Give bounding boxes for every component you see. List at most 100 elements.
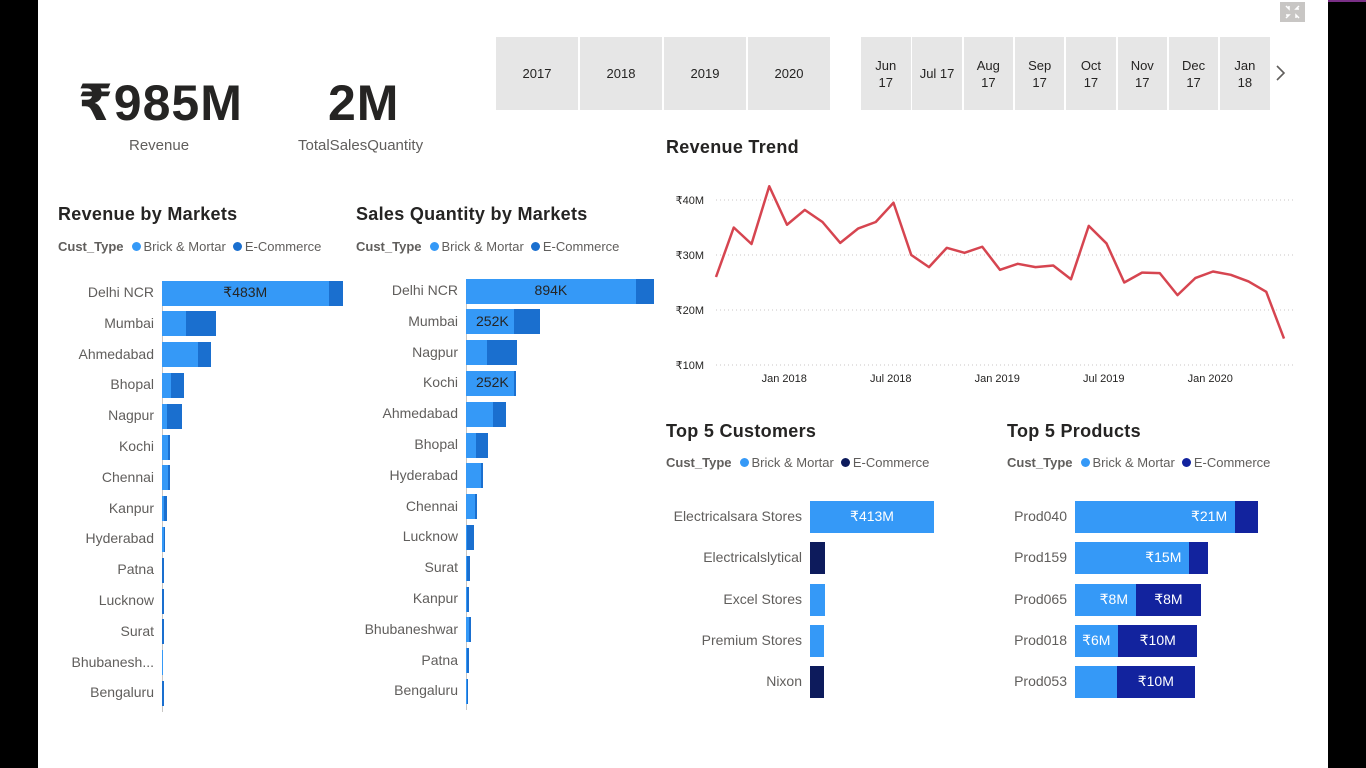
bar-e-commerce[interactable] [162, 619, 164, 645]
bar-e-commerce[interactable] [475, 494, 477, 520]
bar-brick-mortar[interactable] [810, 501, 934, 533]
top-products-title: Top 5 Products [1007, 421, 1141, 441]
bar-e-commerce[interactable] [513, 370, 516, 396]
bar-brick-mortar[interactable] [466, 309, 514, 335]
bar-brick-mortar[interactable] [466, 494, 476, 520]
bar-brick-mortar[interactable] [162, 372, 172, 398]
bar-e-commerce[interactable] [162, 588, 164, 614]
category-label: Nagpur [412, 343, 458, 360]
bar-e-commerce[interactable] [513, 309, 541, 335]
bar-brick-mortar[interactable] [466, 278, 636, 304]
bar-e-commerce[interactable] [163, 526, 166, 552]
bar-brick-mortar[interactable] [162, 496, 164, 522]
chevron-right-icon[interactable] [1274, 62, 1288, 84]
bar-e-commerce[interactable] [810, 542, 825, 575]
category-label: Surat [120, 622, 154, 639]
bar-brick-mortar[interactable] [466, 586, 467, 612]
bar-e-commerce[interactable] [198, 342, 211, 368]
bar-e-commerce[interactable] [481, 463, 483, 489]
legend-ecom-dot [1181, 458, 1191, 467]
bar-e-commerce[interactable] [185, 311, 217, 337]
bar-e-commerce[interactable] [466, 678, 469, 704]
bar-e-commerce[interactable] [168, 465, 170, 491]
bar-brick-mortar[interactable] [162, 434, 169, 460]
bar-brick-mortar[interactable] [466, 370, 514, 396]
month-tile[interactable]: Oct 17 [1066, 37, 1116, 110]
bar-brick-mortar[interactable] [466, 555, 467, 581]
bar-e-commerce[interactable] [466, 648, 469, 674]
bar-brick-mortar[interactable] [1075, 542, 1190, 575]
category-label: Kanpur [108, 499, 154, 516]
bar-e-commerce[interactable] [466, 555, 470, 581]
bar-brick-mortar[interactable] [466, 401, 493, 427]
bar-brick-mortar[interactable] [810, 583, 825, 616]
bar-brick-mortar[interactable] [466, 463, 482, 489]
month-tile[interactable]: Sep 17 [1014, 37, 1065, 110]
bar-e-commerce[interactable] [466, 524, 474, 550]
bar-brick-mortar[interactable] [162, 311, 186, 337]
year-tile-2020[interactable]: 2020 [748, 37, 830, 110]
month-tile[interactable]: Jul 17 [912, 37, 962, 110]
year-tile-2019[interactable]: 2019 [664, 37, 746, 110]
category-label: Lucknow [98, 592, 154, 608]
bar-e-commerce[interactable] [466, 586, 470, 612]
legend-brick-dot [1080, 458, 1090, 467]
bar-e-commerce[interactable] [1235, 501, 1258, 533]
bar-e-commerce[interactable] [1189, 542, 1209, 575]
bar-e-commerce[interactable] [163, 496, 167, 522]
bar-brick-mortar[interactable] [1075, 624, 1119, 657]
data-label: ₹10M [1137, 673, 1174, 690]
bar-e-commerce[interactable] [168, 434, 170, 460]
bar-e-commerce[interactable] [469, 617, 471, 643]
bar-brick-mortar[interactable] [162, 342, 199, 368]
year-tile-2017[interactable]: 2017 [496, 37, 578, 110]
bar-e-commerce[interactable] [810, 666, 825, 699]
bar-brick-mortar[interactable] [162, 465, 169, 491]
category-label: Hyderabad [85, 530, 155, 547]
bar-e-commerce[interactable] [162, 557, 164, 583]
month-tile[interactable]: Aug 17 [963, 37, 1014, 110]
bar-brick-mortar[interactable] [1075, 583, 1136, 616]
category-label: Ahmedabad [382, 405, 458, 422]
bar-brick-mortar[interactable] [162, 403, 168, 429]
bar-brick-mortar[interactable] [1075, 501, 1236, 533]
bar-brick-mortar[interactable] [466, 524, 467, 550]
bar-brick-mortar[interactable] [162, 650, 163, 676]
month-tile[interactable]: Jan 18 [1220, 37, 1270, 110]
data-label: ₹10M [1139, 631, 1176, 648]
bar-e-commerce[interactable] [1136, 583, 1201, 616]
month-tile[interactable]: Jun 17 [861, 37, 911, 110]
bar-brick-mortar[interactable] [466, 617, 470, 643]
bar-e-commerce[interactable] [162, 680, 164, 706]
bar-e-commerce[interactable] [171, 372, 184, 398]
bar-e-commerce[interactable] [492, 401, 506, 427]
bar-brick-mortar[interactable] [466, 432, 477, 458]
year-tile-2018[interactable]: 2018 [580, 37, 662, 110]
category-label: Kochi [118, 438, 154, 454]
focus-mode-icon[interactable] [1280, 2, 1305, 22]
legend-field: Cust_Type [356, 239, 422, 254]
bar-brick-mortar[interactable] [810, 624, 825, 657]
bar-e-commerce[interactable] [635, 278, 654, 304]
bar-e-commerce[interactable] [328, 280, 343, 306]
bar-brick-mortar[interactable] [466, 648, 467, 674]
category-label: Bhopal [110, 376, 154, 393]
bar-brick-mortar[interactable] [162, 280, 329, 306]
x-tick-label: Jan 2018 [762, 373, 807, 385]
category-label: Nixon [766, 673, 802, 690]
month-tile[interactable]: Nov 17 [1117, 37, 1167, 110]
legend-ecom-dot [530, 242, 540, 251]
category-label: Bengaluru [394, 682, 458, 699]
bar-e-commerce[interactable] [1116, 666, 1195, 699]
bar-e-commerce[interactable] [486, 340, 518, 366]
report-canvas: ₹985M Revenue 2M TotalSalesQuantity 2017… [38, 0, 1328, 768]
bar-e-commerce[interactable] [476, 432, 488, 458]
bar-brick-mortar[interactable] [466, 678, 467, 704]
bar-e-commerce[interactable] [167, 403, 182, 429]
bar-brick-mortar[interactable] [162, 526, 164, 552]
legend-brick-label: Brick & Mortar [441, 239, 524, 254]
bar-brick-mortar[interactable] [1075, 666, 1117, 699]
bar-brick-mortar[interactable] [466, 340, 487, 366]
month-tile[interactable]: Dec 17 [1168, 37, 1219, 110]
bar-e-commerce[interactable] [1118, 624, 1197, 657]
